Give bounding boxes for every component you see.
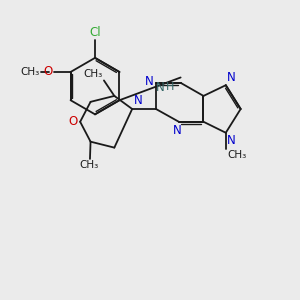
Text: N: N [173,124,182,137]
Text: N: N [155,81,164,94]
Text: CH₃: CH₃ [79,160,98,170]
Text: N: N [145,75,154,88]
Text: N: N [134,94,142,106]
Text: H: H [166,82,174,92]
Text: CH₃: CH₃ [227,150,247,160]
Text: O: O [68,115,77,128]
Text: N: N [227,134,236,147]
Text: CH₃: CH₃ [83,69,103,79]
Text: N: N [227,71,236,84]
Text: CH₃: CH₃ [20,67,40,77]
Text: O: O [44,65,53,79]
Text: Cl: Cl [89,26,101,38]
